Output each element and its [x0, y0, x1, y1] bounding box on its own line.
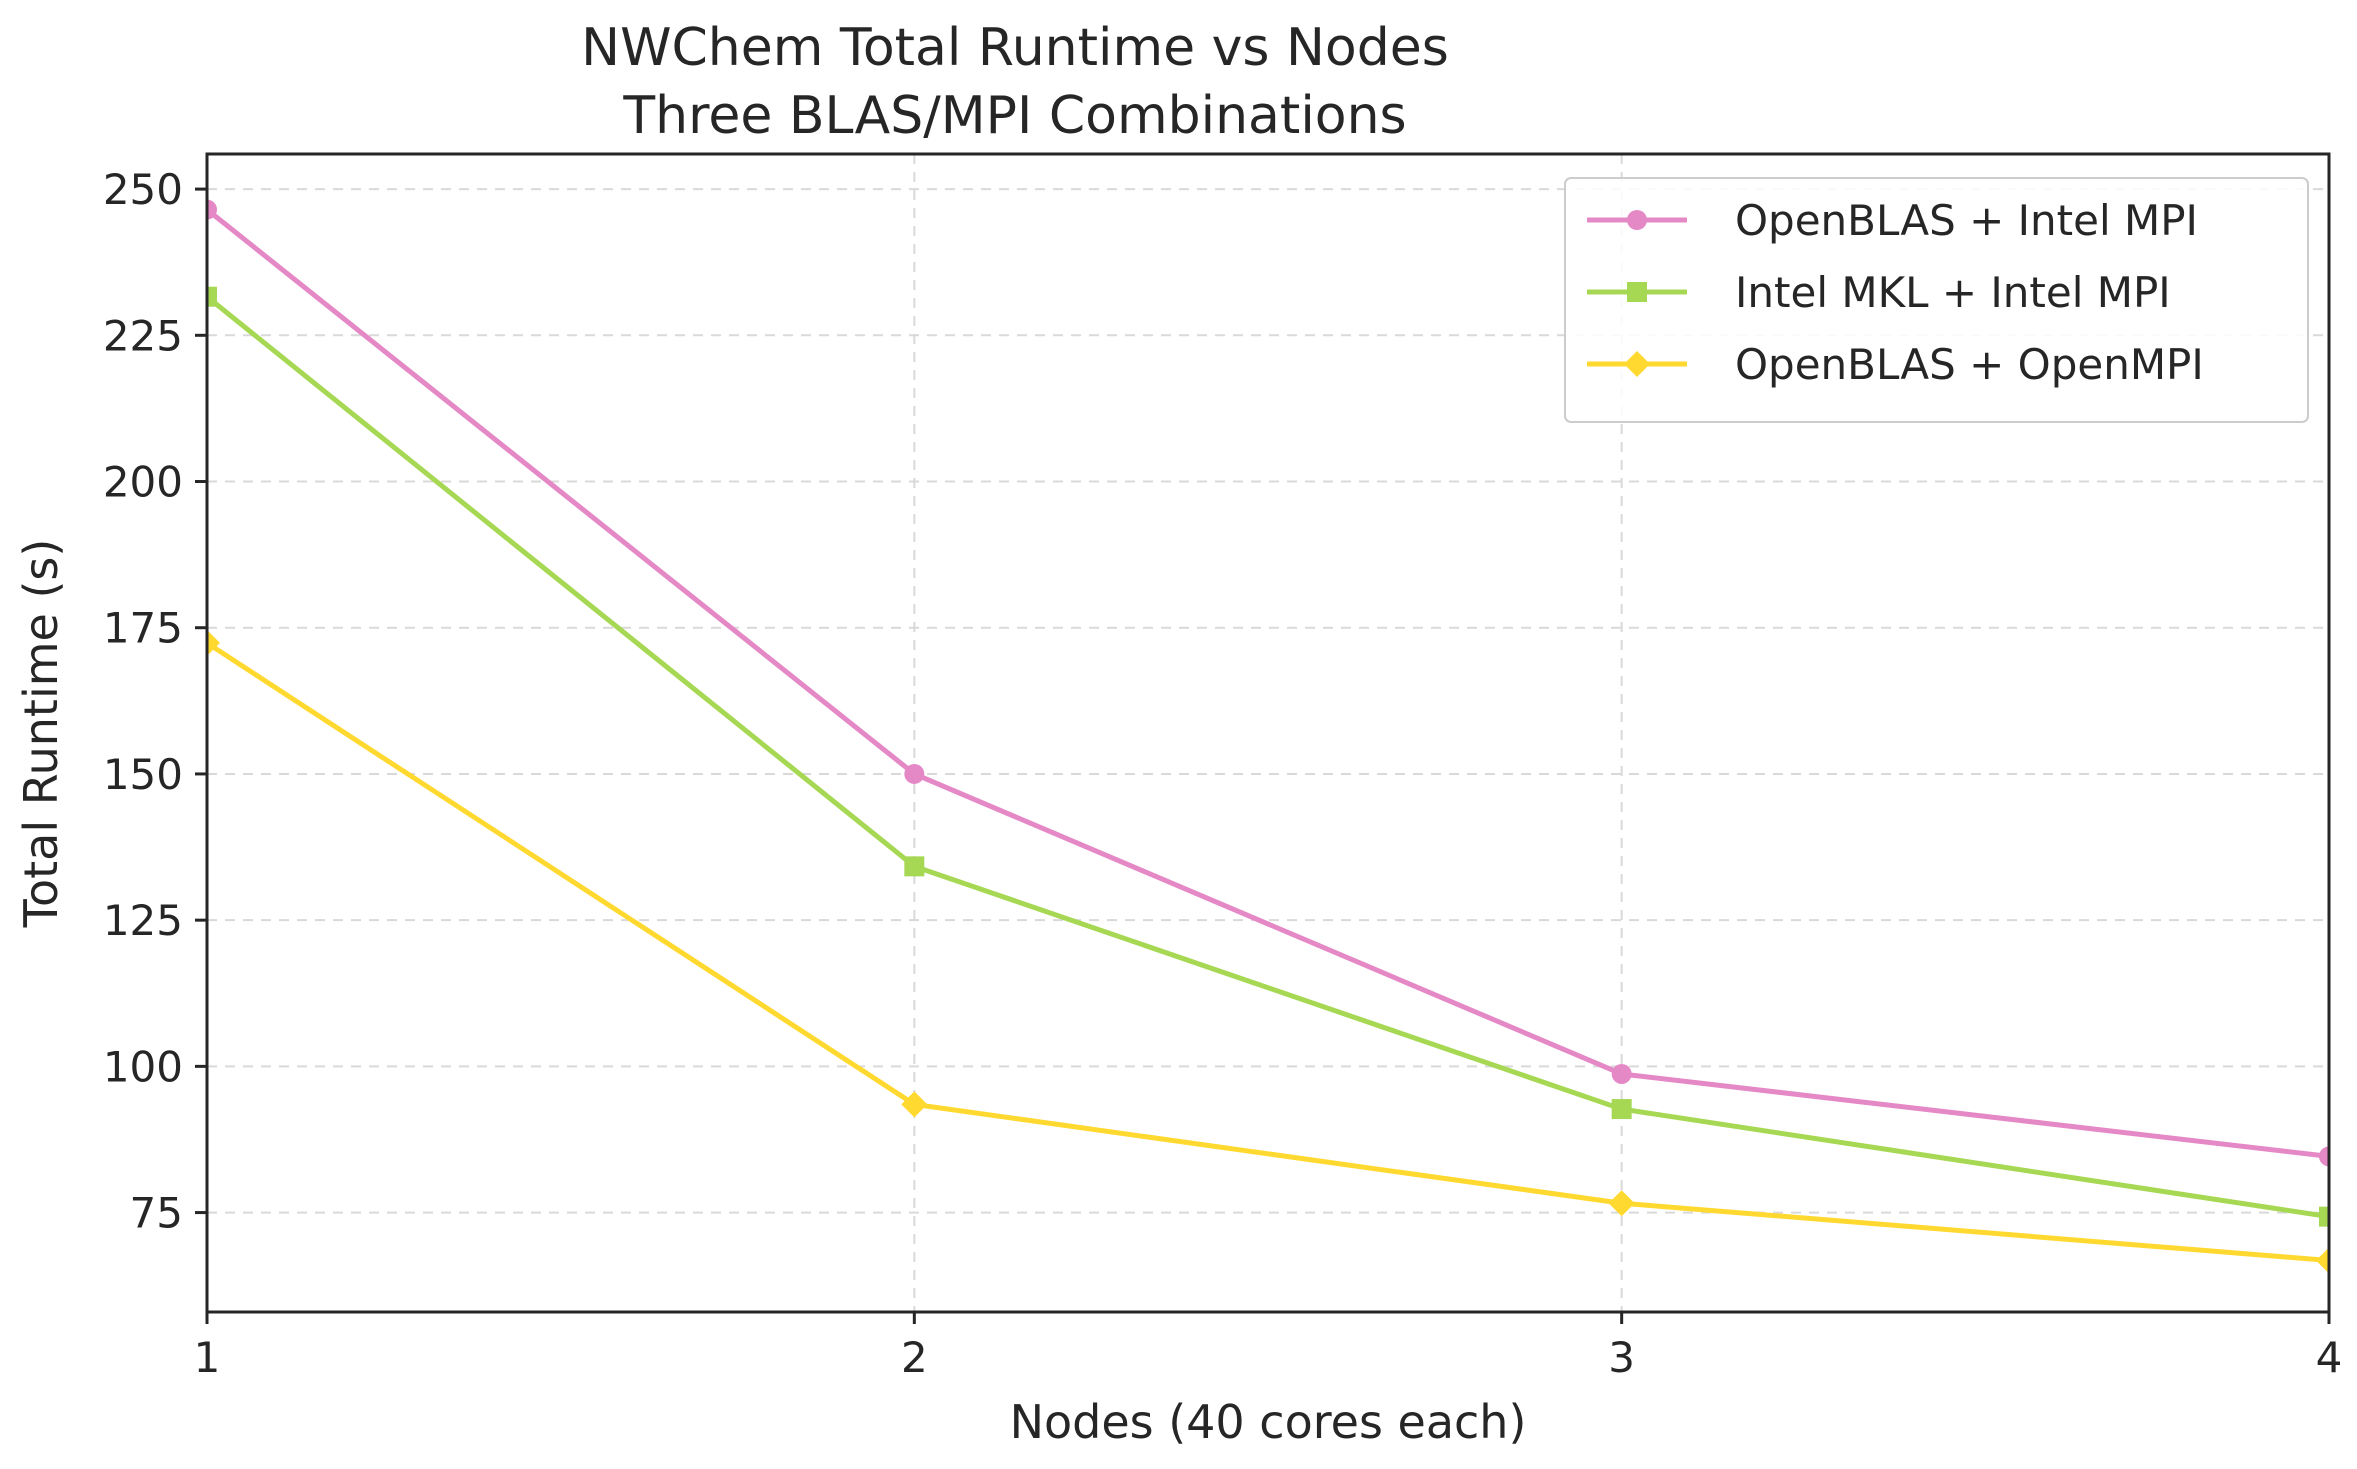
data-point [2319, 1146, 2329, 1167]
legend-item: OpenBLAS + OpenMPI [1587, 340, 2204, 389]
series-2 [207, 286, 2329, 1227]
legend-marker [1627, 282, 1647, 302]
data-point [904, 763, 925, 784]
legend-box [1564, 177, 2309, 423]
series-line [207, 640, 2329, 1264]
y-tick-label: 225 [103, 311, 183, 360]
data-point [1611, 1063, 1632, 1084]
y-tick-label: 150 [103, 750, 183, 799]
data-point [2316, 1247, 2329, 1274]
series-3 [207, 629, 2329, 1274]
series-1 [207, 199, 2329, 1167]
chart-title: NWChem Total Runtime vs Nodes [581, 18, 1449, 78]
legend-label: OpenBLAS + OpenMPI [1735, 340, 2204, 389]
data-point [1608, 1190, 1635, 1217]
data-point [901, 1091, 928, 1118]
x-axis-label: Nodes (40 cores each) [1010, 1395, 1527, 1449]
series-layer [207, 199, 2329, 1274]
legend-marker [1627, 210, 1647, 230]
legend: OpenBLAS + Intel MPI Intel MKL + Intel MP… [1564, 177, 2309, 423]
data-point [2319, 1206, 2329, 1227]
data-point [1611, 1099, 1632, 1120]
data-point [207, 286, 217, 307]
legend-label: OpenBLAS + Intel MPI [1735, 196, 2198, 245]
axis-ticks: 1 2 3 4 75 100 125 150 175 200 225 250 [103, 165, 2343, 1382]
data-point [207, 629, 220, 656]
data-point [904, 856, 925, 877]
legend-marker [1624, 351, 1650, 377]
legend-item: OpenBLAS + Intel MPI [1587, 196, 2198, 245]
y-tick-label: 125 [103, 896, 183, 945]
y-tick-label: 100 [103, 1042, 183, 1091]
series-line [207, 207, 2329, 1159]
data-point [207, 199, 217, 220]
x-tick-label: 1 [194, 1333, 221, 1382]
y-tick-label: 175 [103, 604, 183, 653]
x-tick-label: 4 [2316, 1333, 2343, 1382]
x-tick-label: 3 [1608, 1333, 1635, 1382]
plot-frame [205, 152, 2331, 1314]
x-tick-label: 2 [901, 1333, 928, 1382]
y-tick-label: 250 [103, 165, 183, 214]
y-axis-label: Total Runtime (s) [14, 539, 68, 929]
legend-item: Intel MKL + Intel MPI [1587, 268, 2171, 317]
y-tick-label: 200 [103, 458, 183, 507]
y-tick-label: 75 [130, 1189, 183, 1238]
series-line [207, 294, 2329, 1220]
chart-subtitle: Three BLAS/MPI Combinations [622, 86, 1406, 146]
legend-label: Intel MKL + Intel MPI [1735, 268, 2171, 317]
